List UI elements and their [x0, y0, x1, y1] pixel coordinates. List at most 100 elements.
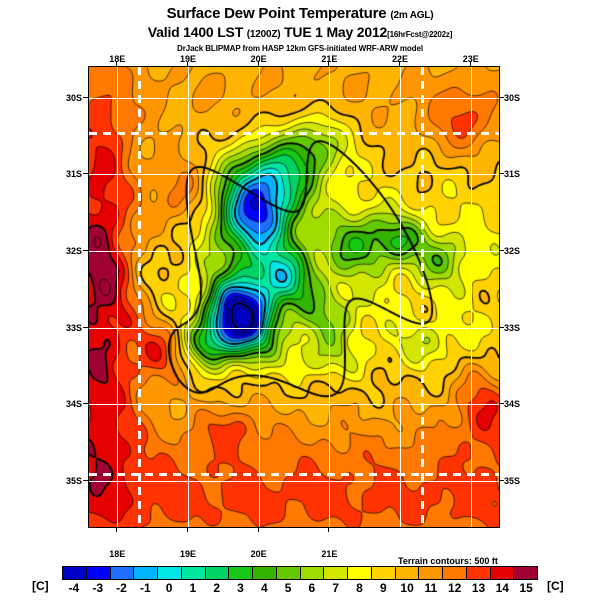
map-frame — [88, 66, 500, 528]
lon-label-top: 20E — [250, 54, 267, 64]
colorbar-segment — [514, 567, 537, 579]
terrain-contour-note: Terrain contours: 500 ft — [398, 556, 498, 566]
domain-box-south-edge — [89, 473, 499, 477]
axis-tick — [499, 250, 504, 251]
colorbar-tick: 1 — [189, 581, 197, 595]
colorbar-tick: 5 — [284, 581, 292, 595]
colorbar-tick: 7 — [332, 581, 340, 595]
colorbar-unit-left: [C] — [32, 579, 49, 593]
lon-label-top: 21E — [321, 54, 338, 64]
colorbar-segment — [86, 567, 111, 579]
colorbar-segment — [110, 567, 135, 579]
graticule-parallel — [89, 174, 499, 176]
colorbar-tick: 12 — [448, 581, 462, 595]
colorbar-segment — [395, 567, 420, 579]
colorbar-tick: -1 — [139, 581, 151, 595]
axis-tick — [83, 96, 88, 98]
colorbar-tick-labels: -4 -3 -2 -1 0 1 2 3 4 5 6 7 8 9 10 11 12 13 14 15 — [62, 581, 538, 595]
axis-tick — [328, 61, 330, 66]
colorbar-tick: 11 — [424, 581, 438, 595]
valid-local-time: Valid 1400 LST — [147, 24, 244, 40]
dewpoint-field-canvas — [89, 67, 499, 527]
colorbar-tick: -4 — [68, 581, 80, 595]
colorbar-segment — [158, 567, 182, 579]
title-altitude-note: (2m AGL) — [390, 10, 434, 21]
colorbar-segment — [443, 567, 467, 579]
colorbar-strip — [62, 566, 538, 580]
lat-label-left: 35S — [66, 476, 83, 486]
lon-label-bottom: 19E — [179, 549, 196, 559]
colorbar-segment — [63, 567, 87, 579]
graticule-parallel — [89, 404, 499, 406]
lon-label-top: 19E — [179, 54, 196, 64]
colorbar-segment — [300, 567, 325, 579]
lat-label-left: 33S — [66, 322, 83, 333]
axis-tick — [257, 61, 259, 66]
colorbar-segment — [348, 567, 372, 579]
domain-box-west-edge — [138, 67, 142, 527]
axis-tick — [116, 61, 118, 66]
colorbar-segment — [134, 567, 158, 579]
domain-box-north-edge — [89, 132, 499, 136]
axis-tick — [499, 403, 504, 405]
colorbar-segment — [324, 567, 348, 579]
colorbar-segment — [276, 567, 301, 579]
lon-label-top: 18E — [109, 54, 126, 64]
map-container — [83, 61, 504, 532]
graticule-parallel — [89, 251, 499, 252]
colorbar-segment — [253, 567, 277, 579]
axis-tick — [499, 326, 504, 328]
graticule-parallel — [89, 481, 499, 482]
axis-tick — [83, 250, 88, 251]
axis-tick — [499, 173, 504, 175]
colorbar-tick: 9 — [379, 581, 387, 595]
colorbar-tick: -2 — [116, 581, 127, 595]
colorbar-segment — [205, 567, 230, 579]
axis-tick — [399, 61, 401, 66]
colorbar-tick: 14 — [495, 581, 509, 595]
colorbar-segment — [466, 567, 491, 579]
lat-label-right: 31S — [504, 169, 521, 180]
colorbar-tick: 3 — [237, 581, 244, 595]
axis-tick — [186, 527, 188, 532]
valid-time-line: Valid 1400 LST (1200Z) TUE 1 May 2012[16… — [0, 24, 600, 43]
lon-label-top: 23E — [462, 54, 479, 64]
lat-label-left: 31S — [66, 169, 83, 180]
graticule-meridian — [258, 67, 260, 527]
colorbar-tick: 0 — [165, 581, 173, 595]
colorbar-tick: 6 — [308, 581, 316, 595]
lon-label-bottom: 21E — [321, 549, 338, 559]
title-main: Surface Dew Point Temperature — [166, 5, 387, 22]
axis-tick — [83, 480, 88, 481]
lon-label-top: 22E — [392, 54, 409, 64]
graticule-parallel — [89, 97, 499, 99]
graticule-meridian — [117, 67, 119, 527]
colorbar-segment — [371, 567, 396, 579]
colorbar-tick: 4 — [260, 581, 268, 595]
colorbar-tick: 2 — [213, 581, 221, 595]
axis-tick — [83, 403, 88, 405]
title-block: Surface Dew Point Temperature (2m AGL) V… — [0, 6, 600, 54]
lat-label-right: 32S — [504, 246, 521, 256]
colorbar-tick: 13 — [471, 581, 486, 595]
valid-utc-time: (1200Z) — [246, 29, 281, 40]
lat-label-right: 34S — [504, 399, 521, 410]
axis-tick — [116, 527, 118, 532]
lat-label-right: 30S — [504, 92, 521, 103]
colorbar-tick: -3 — [92, 581, 104, 595]
lat-label-left: 34S — [66, 399, 83, 410]
page-title: Surface Dew Point Temperature (2m AGL) — [0, 6, 600, 24]
valid-date: TUE 1 May 2012 — [284, 24, 388, 40]
graticule-parallel — [89, 327, 499, 329]
colorbar-unit-right: [C] — [547, 579, 564, 593]
graticule-meridian — [329, 67, 331, 527]
lon-label-bottom: 18E — [109, 549, 126, 559]
axis-tick — [499, 480, 504, 481]
colorbar-segment — [229, 567, 253, 579]
colorbar — [62, 566, 538, 580]
colorbar-segment — [181, 567, 206, 579]
colorbar-segment — [419, 567, 443, 579]
colorbar-tick: 8 — [356, 581, 363, 595]
axis-tick — [83, 173, 88, 175]
domain-box-east-edge — [421, 67, 425, 527]
